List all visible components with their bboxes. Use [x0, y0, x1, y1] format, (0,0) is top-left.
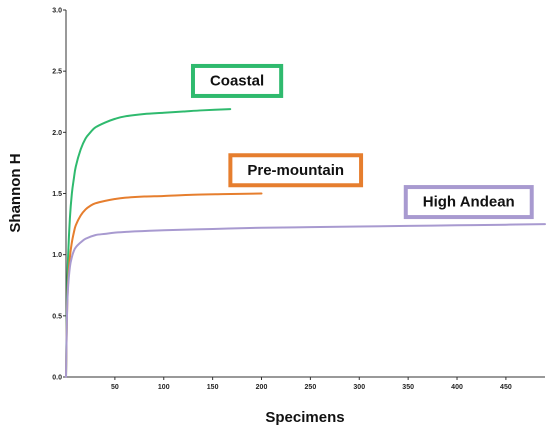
x-tick-label: 100 [158, 384, 170, 391]
x-tick-label: 400 [451, 384, 463, 391]
series-label-coastal: Coastal [190, 63, 284, 98]
series-label-box [190, 63, 284, 98]
series-labels: Coastal Pre-mountain High Andean [190, 63, 534, 220]
series-label-pre-mountain: Pre-mountain [228, 153, 364, 188]
x-tick-label: 300 [353, 384, 365, 391]
y-tick-label: 1.0 [52, 252, 62, 259]
x-tick-label: 200 [256, 384, 268, 391]
x-tick-label: 150 [207, 384, 219, 391]
series-label-high-andean: High Andean [403, 185, 534, 220]
series-line-high-andean [65, 223, 546, 378]
y-tick-label: 2.0 [52, 130, 62, 137]
series-label-box [228, 153, 364, 188]
series-label-text: High Andean [423, 194, 515, 211]
y-tick-label: 2.5 [52, 69, 62, 76]
y-tick-label: 0.5 [52, 313, 62, 320]
series-line-coastal [65, 108, 232, 378]
series-label-text: Coastal [210, 72, 264, 89]
y-tick-label: 1.5 [52, 191, 62, 198]
tick-labels: 50 100 150 200 250 300 350 400 450 0.0 0.5 1.0 1.5 2.… [52, 8, 512, 392]
y-tick-label: 0.0 [52, 375, 62, 382]
y-tick-label: 3.0 [52, 8, 62, 15]
series-line-pre-mountain [65, 192, 263, 378]
series-label-text: Pre-mountain [247, 162, 344, 179]
series-label-box [403, 185, 534, 220]
x-tick-label: 350 [402, 384, 414, 391]
x-axis-title: Specimens [265, 409, 344, 426]
series-lines [65, 108, 546, 378]
x-tick-label: 450 [500, 384, 512, 391]
y-axis-title: Shannon H [7, 153, 24, 232]
x-tick-label: 250 [305, 384, 317, 391]
x-tick-label: 50 [111, 384, 119, 391]
